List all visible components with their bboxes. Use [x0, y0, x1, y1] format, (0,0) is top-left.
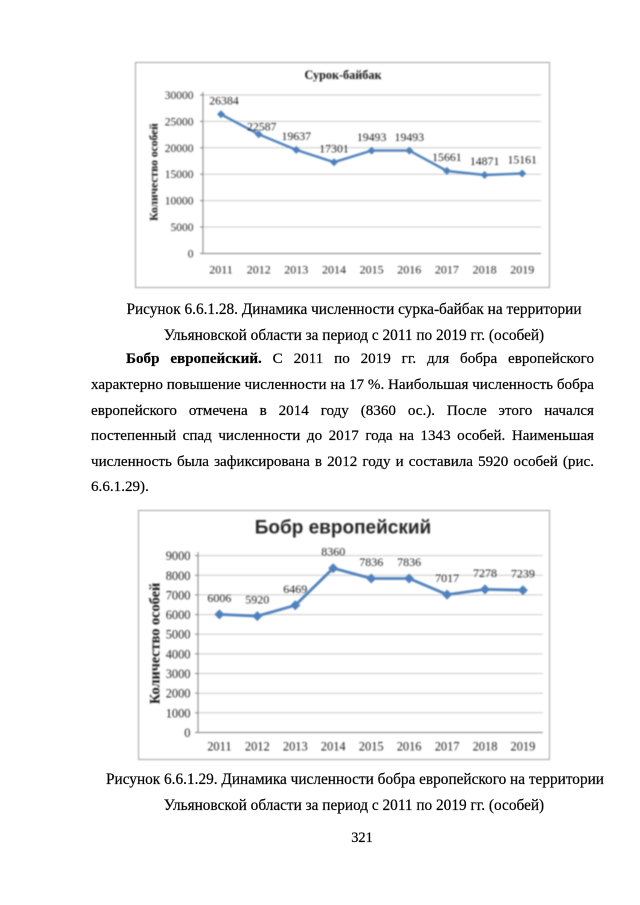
svg-text:15000: 15000 [165, 169, 194, 181]
svg-text:10000: 10000 [165, 196, 194, 208]
svg-text:6469: 6469 [283, 582, 307, 596]
svg-text:2017: 2017 [435, 740, 460, 754]
svg-text:2013: 2013 [283, 740, 308, 754]
svg-text:2011: 2011 [209, 263, 233, 277]
svg-text:5000: 5000 [171, 222, 194, 234]
svg-text:Сурок-байбак: Сурок-байбак [305, 68, 382, 82]
svg-text:17301: 17301 [319, 141, 349, 155]
svg-text:5000: 5000 [166, 628, 191, 642]
svg-text:8000: 8000 [166, 569, 191, 583]
svg-text:15161: 15161 [507, 153, 537, 167]
svg-text:7017: 7017 [435, 571, 459, 585]
svg-text:19637: 19637 [282, 129, 312, 143]
svg-text:7000: 7000 [166, 588, 191, 602]
svg-text:2013: 2013 [284, 263, 308, 277]
svg-text:2015: 2015 [359, 740, 384, 754]
svg-text:Количество особей: Количество особей [149, 123, 161, 221]
svg-text:9000: 9000 [166, 549, 191, 563]
svg-text:30000: 30000 [165, 90, 194, 102]
svg-text:7239: 7239 [511, 567, 535, 581]
svg-text:5920: 5920 [245, 593, 269, 607]
svg-text:14871: 14871 [470, 154, 500, 168]
svg-text:2012: 2012 [247, 263, 271, 277]
svg-text:2018: 2018 [473, 740, 498, 754]
svg-text:2015: 2015 [360, 263, 384, 277]
svg-text:22587: 22587 [247, 119, 277, 133]
svg-text:0: 0 [188, 249, 194, 261]
svg-text:2014: 2014 [321, 740, 346, 754]
svg-text:1000: 1000 [166, 706, 191, 720]
svg-text:Количество особей: Количество особей [148, 583, 164, 704]
svg-text:25000: 25000 [165, 116, 194, 128]
svg-text:6000: 6000 [166, 608, 191, 622]
svg-text:4000: 4000 [166, 647, 191, 661]
svg-text:2019: 2019 [510, 263, 534, 277]
svg-text:7836: 7836 [359, 555, 383, 569]
svg-text:19493: 19493 [357, 130, 387, 144]
svg-text:2012: 2012 [245, 740, 270, 754]
svg-text:2016: 2016 [397, 740, 422, 754]
svg-text:2011: 2011 [207, 740, 231, 754]
svg-text:19493: 19493 [395, 130, 425, 144]
svg-text:2018: 2018 [473, 263, 497, 277]
svg-text:26384: 26384 [209, 94, 239, 108]
svg-text:20000: 20000 [165, 143, 194, 155]
svg-text:Бобр европейский: Бобр европейский [255, 518, 432, 539]
svg-text:6006: 6006 [207, 591, 231, 605]
svg-text:2000: 2000 [166, 687, 191, 701]
svg-text:7836: 7836 [397, 555, 421, 569]
svg-text:0: 0 [184, 726, 190, 740]
svg-text:8360: 8360 [321, 545, 345, 559]
svg-text:3000: 3000 [166, 667, 191, 681]
svg-text:7278: 7278 [473, 566, 497, 580]
svg-text:15661: 15661 [432, 150, 462, 164]
svg-text:2019: 2019 [511, 740, 536, 754]
svg-text:2014: 2014 [322, 263, 346, 277]
svg-text:2017: 2017 [435, 263, 459, 277]
svg-text:2016: 2016 [397, 263, 421, 277]
